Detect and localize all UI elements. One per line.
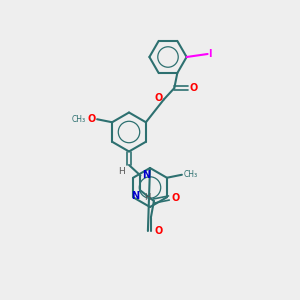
Text: O: O	[189, 83, 198, 93]
Text: N: N	[142, 170, 150, 180]
Text: H: H	[118, 167, 125, 176]
Text: CH₃: CH₃	[183, 170, 197, 179]
Text: O: O	[171, 193, 179, 203]
Text: H: H	[144, 194, 150, 202]
Text: O: O	[154, 93, 163, 103]
Text: N: N	[131, 191, 139, 201]
Text: CH₃: CH₃	[72, 115, 86, 124]
Text: O: O	[87, 114, 96, 124]
Text: O: O	[154, 226, 163, 236]
Text: I: I	[208, 49, 212, 59]
